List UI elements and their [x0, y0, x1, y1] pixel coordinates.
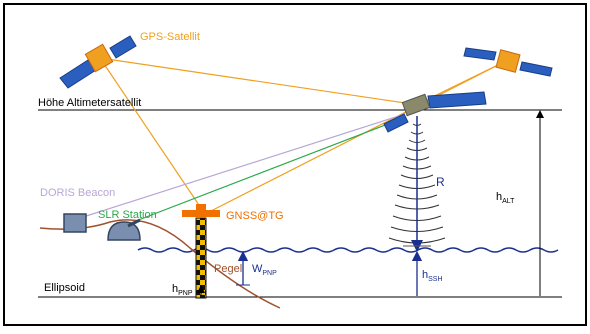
h-alt-label: hALT: [496, 191, 515, 205]
w-pnp-label: WPNP: [252, 263, 277, 277]
range-label: R: [436, 175, 445, 189]
doris-beacon-icon: [63, 213, 87, 233]
pegel-gauge-icon: [195, 217, 207, 299]
gps-to-gnss-signal: [99, 57, 206, 215]
gps-satellite-2-icon: [463, 47, 553, 77]
h-ssh-label: hSSH: [422, 269, 443, 283]
gnss-antenna-icon: [182, 204, 220, 217]
slr-station-label: SLR Station: [98, 209, 157, 221]
doris-signal: [79, 113, 406, 219]
sea-surface-wave: [137, 247, 559, 253]
slr-station-icon: [107, 218, 141, 241]
slr-signal: [127, 116, 407, 225]
gps-satellite-label: GPS-Satellit: [140, 31, 200, 43]
gps2-to-gnss-signal: [204, 59, 509, 215]
pegel-label: Pegel: [214, 263, 242, 275]
gps-satellite-icon: [59, 35, 137, 89]
gnss-tg-label: GNSS@TG: [226, 210, 284, 222]
doris-beacon-label: DORIS Beacon: [40, 187, 115, 199]
gps-to-altimeter-signal: [99, 57, 413, 105]
altimeter-height-label: Höhe Altimetersatellit: [38, 97, 141, 109]
h-pnp-label: hPNP: [172, 283, 193, 297]
ellipsoid-label: Ellipsoid: [44, 282, 85, 294]
altimeter-satellite-icon: [383, 91, 487, 133]
